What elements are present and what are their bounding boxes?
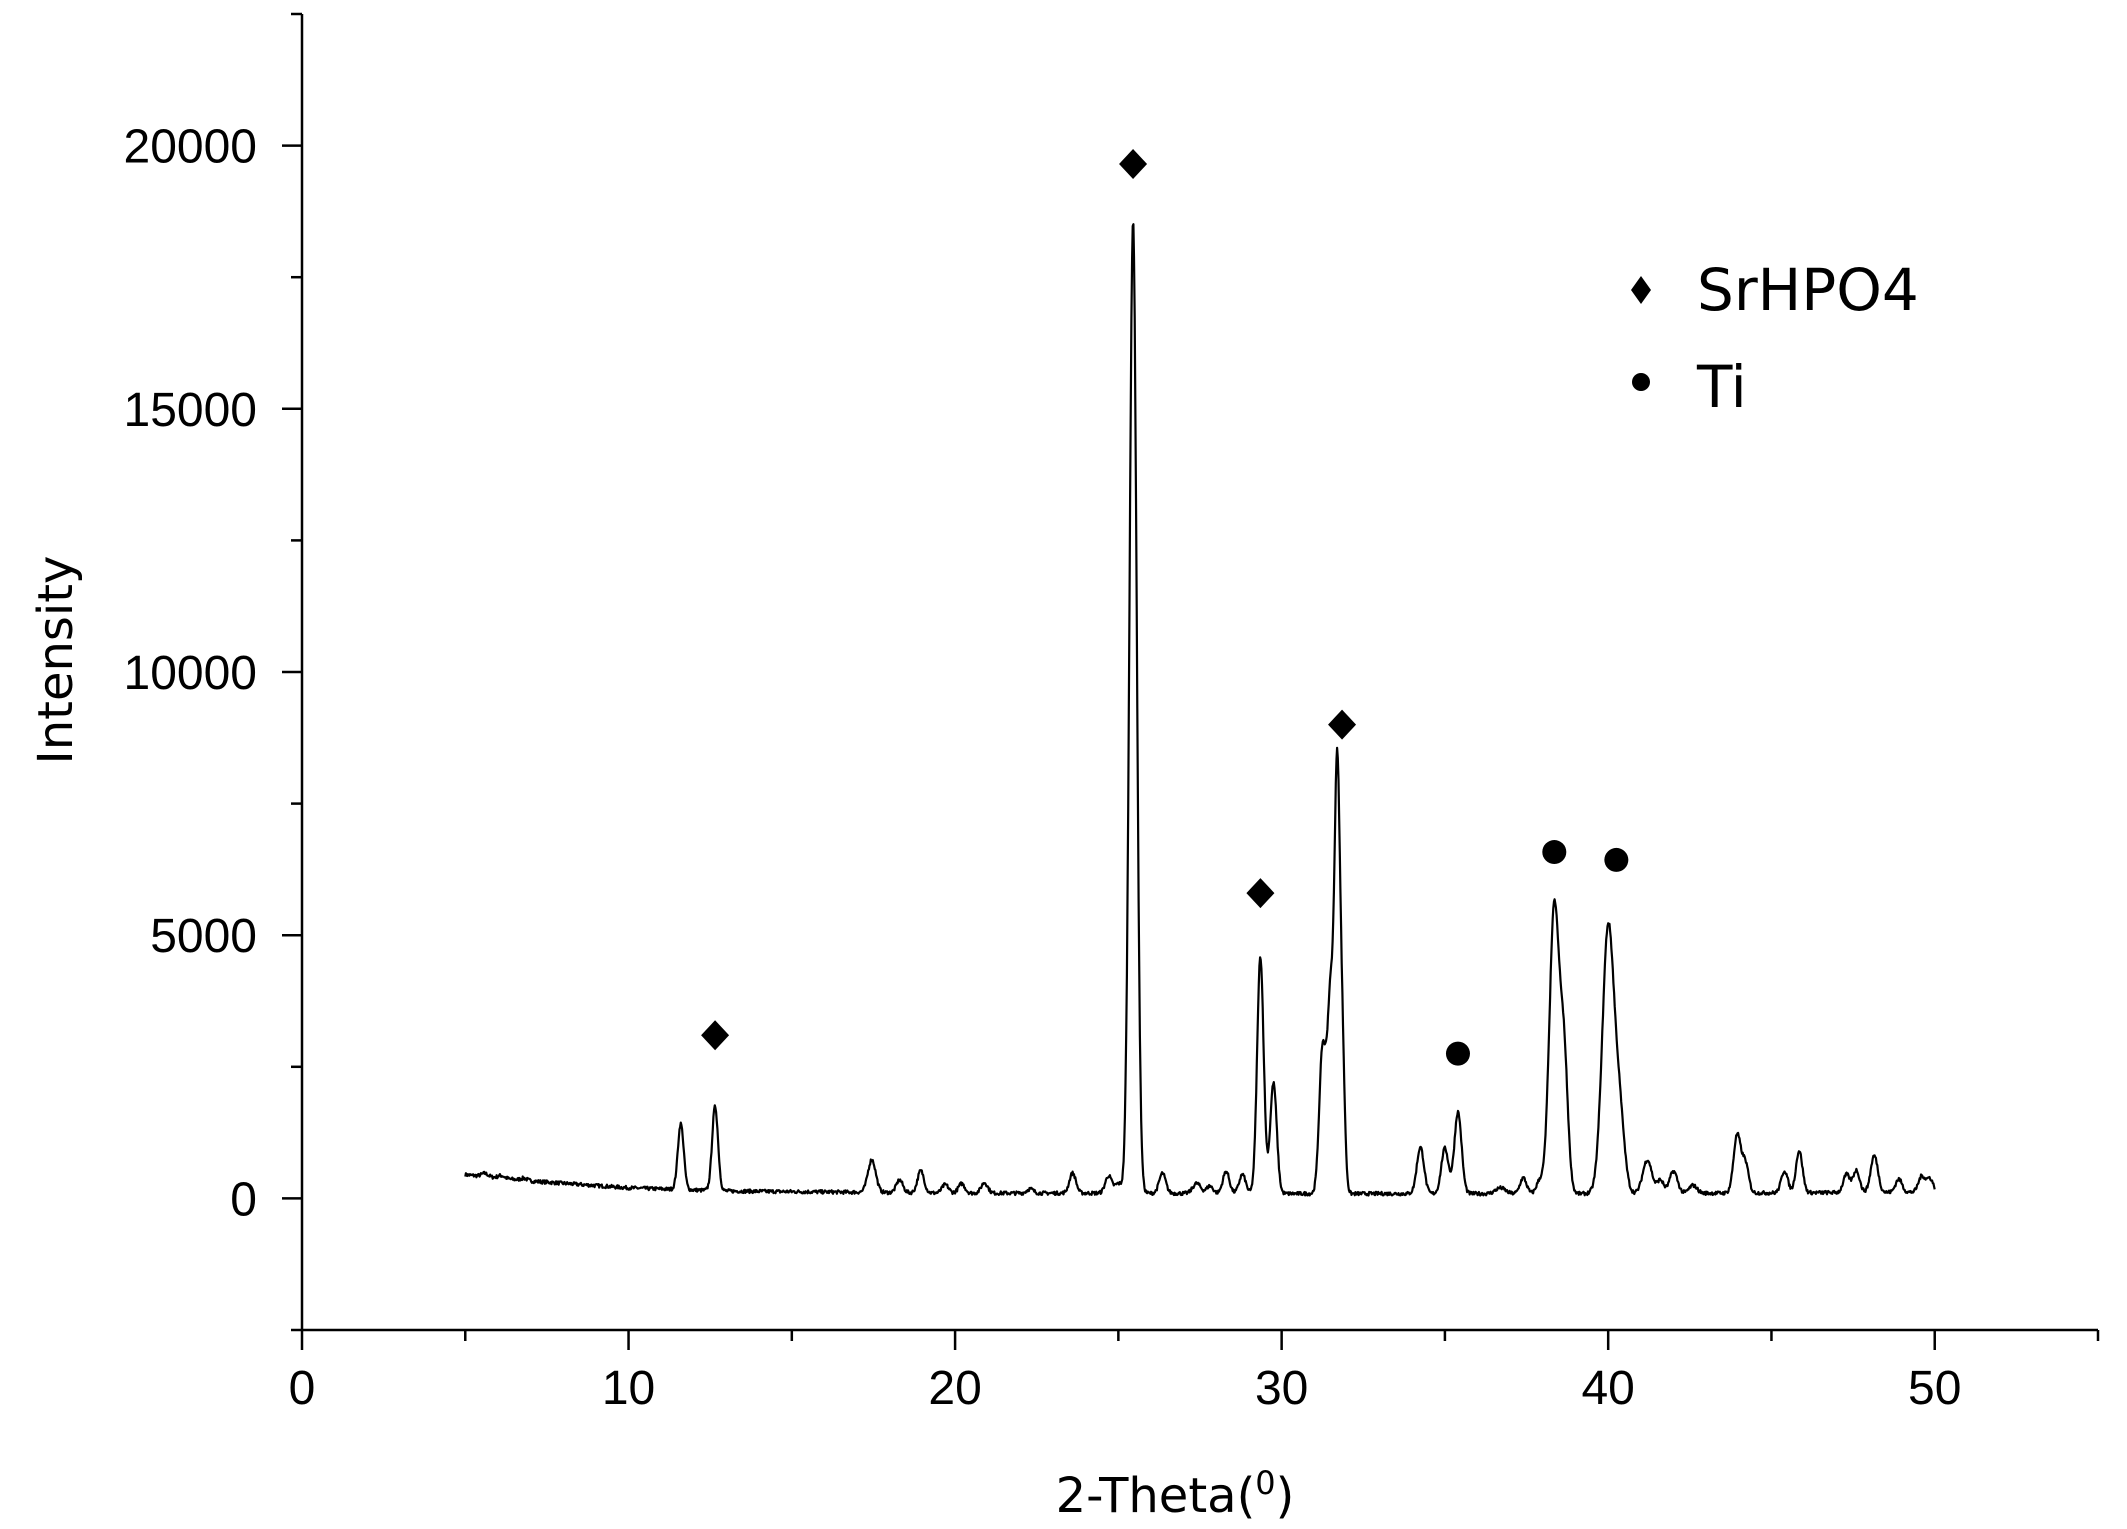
xrd-pattern-line xyxy=(464,223,1936,1197)
y-axis-label: Intensity xyxy=(28,556,84,765)
legend-label-ti: Ti xyxy=(1696,353,1747,421)
peak-markers xyxy=(701,149,1629,1066)
x-tick-label: 10 xyxy=(602,1362,655,1415)
diamond-marker-icon xyxy=(1119,149,1148,180)
x-tick-label: 30 xyxy=(1255,1362,1308,1415)
legend: SrHPO4 Ti xyxy=(1631,256,1919,421)
legend-diamond-icon xyxy=(1631,276,1651,304)
legend-label-srhpo4: SrHPO4 xyxy=(1697,256,1919,324)
y-tick-label: 0 xyxy=(230,1173,257,1226)
circle-marker-icon xyxy=(1445,1041,1470,1066)
legend-circle-icon xyxy=(1632,373,1650,391)
y-tick-label: 5000 xyxy=(150,910,257,963)
x-axis-label-superscript: 0 xyxy=(1255,1464,1275,1502)
axes xyxy=(300,14,2098,1332)
y-tick-label: 20000 xyxy=(124,121,257,174)
diamond-marker-icon xyxy=(701,1020,730,1051)
y-axis-ticks: 0 5000 10000 15000 20000 xyxy=(124,12,302,1332)
x-tick-label: 40 xyxy=(1581,1362,1634,1415)
diamond-marker-icon xyxy=(1246,878,1275,909)
circle-marker-icon xyxy=(1542,840,1567,865)
circle-marker-icon xyxy=(1604,847,1629,872)
x-tick-label: 20 xyxy=(928,1362,981,1415)
diamond-marker-icon xyxy=(1328,709,1357,740)
y-tick-label: 10000 xyxy=(124,647,257,700)
x-axis-ticks: 0 10 20 30 40 50 xyxy=(289,1330,2100,1415)
x-axis-label: 2-Theta(0) xyxy=(1056,1464,1295,1524)
x-tick-label: 50 xyxy=(1908,1362,1961,1415)
x-tick-label: 0 xyxy=(289,1362,316,1415)
y-tick-label: 15000 xyxy=(124,384,257,437)
